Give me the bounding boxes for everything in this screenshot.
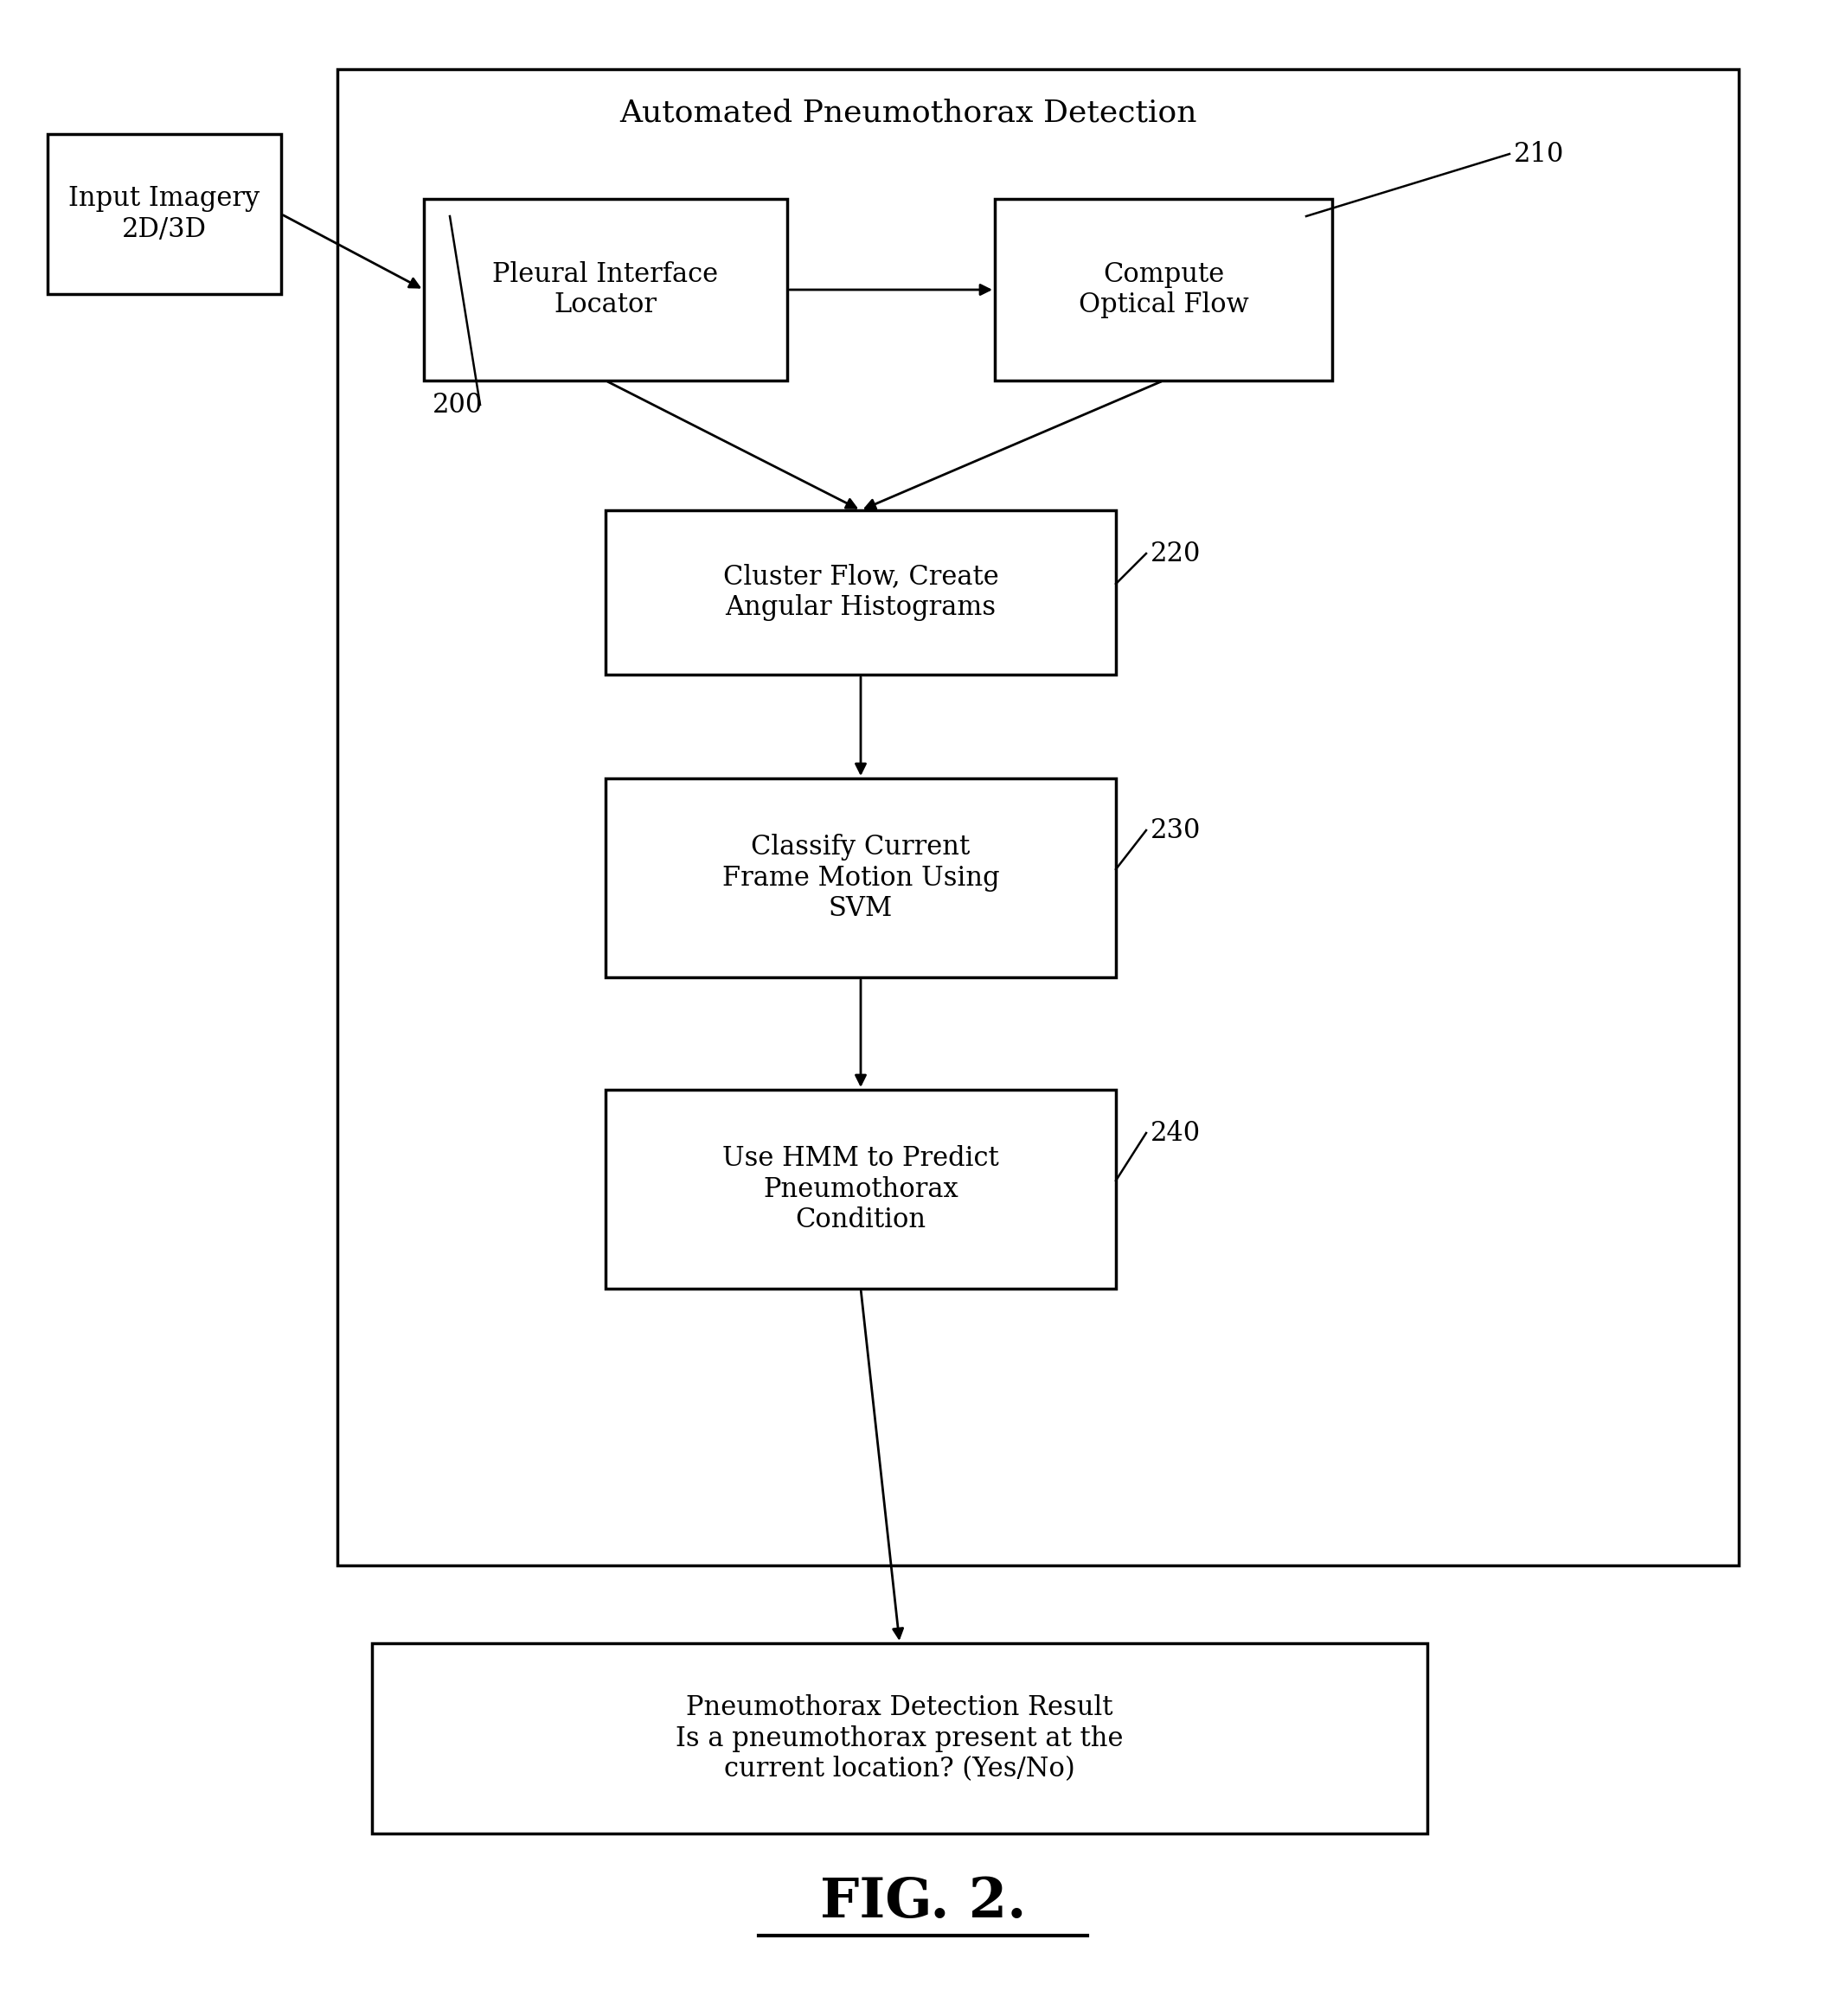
Text: Use HMM to Predict
Pneumothorax
Condition: Use HMM to Predict Pneumothorax Conditio… bbox=[722, 1145, 999, 1234]
Bar bbox=[371, 1643, 1427, 1833]
Text: 240: 240 bbox=[1150, 1119, 1200, 1147]
Text: Compute
Optical Flow: Compute Optical Flow bbox=[1078, 260, 1248, 319]
Bar bbox=[605, 1091, 1115, 1288]
Bar bbox=[605, 778, 1115, 978]
Text: Input Imagery
2D/3D: Input Imagery 2D/3D bbox=[68, 185, 260, 244]
Text: Cluster Flow, Create
Angular Histograms: Cluster Flow, Create Angular Histograms bbox=[724, 564, 999, 621]
Bar bbox=[338, 69, 1739, 1564]
Text: Pleural Interface
Locator: Pleural Interface Locator bbox=[493, 260, 718, 319]
Text: 210: 210 bbox=[1514, 141, 1564, 167]
Bar bbox=[48, 133, 281, 294]
Text: Classify Current
Frame Motion Using
SVM: Classify Current Frame Motion Using SVM bbox=[722, 833, 999, 921]
Text: Automated Pneumothorax Detection: Automated Pneumothorax Detection bbox=[620, 97, 1196, 127]
Text: 220: 220 bbox=[1150, 540, 1202, 566]
Bar bbox=[605, 510, 1115, 675]
Text: 200: 200 bbox=[432, 391, 484, 417]
Bar bbox=[425, 200, 786, 381]
Bar bbox=[995, 200, 1333, 381]
Text: Pneumothorax Detection Result
Is a pneumothorax present at the
current location?: Pneumothorax Detection Result Is a pneum… bbox=[676, 1693, 1124, 1782]
Text: FIG. 2.: FIG. 2. bbox=[820, 1877, 1026, 1929]
Text: 230: 230 bbox=[1150, 816, 1202, 843]
